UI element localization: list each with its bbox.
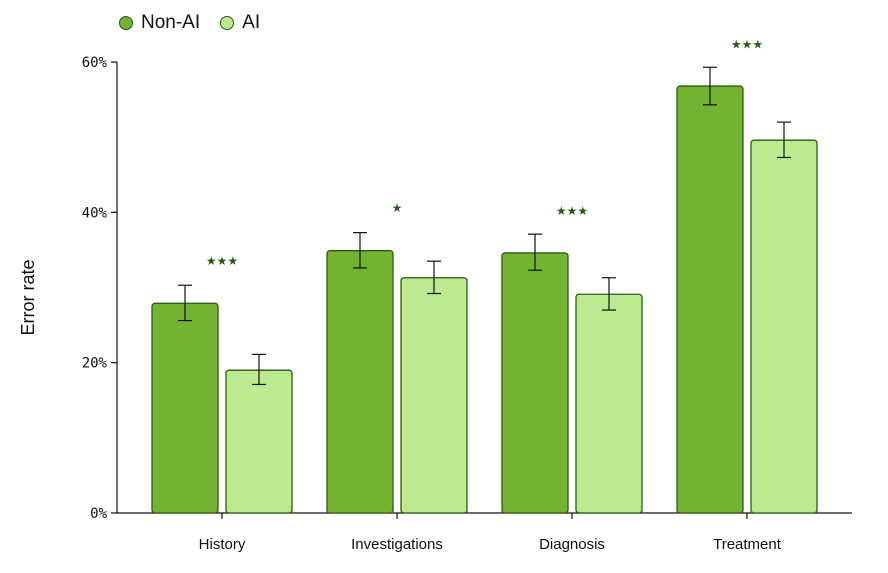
legend: Non-AI AI [119, 12, 260, 34]
bar [326, 250, 394, 514]
x-tick-label: History [199, 536, 246, 553]
y-tick-label: 40% [82, 205, 108, 221]
legend-item-ai: AI [220, 12, 260, 34]
significance-label: ★★★ [206, 254, 238, 268]
y-tick-label: 60% [82, 55, 108, 71]
bar [151, 302, 219, 514]
legend-label-ai: AI [242, 12, 261, 33]
significance-label: ★ [392, 201, 403, 215]
x-tick-label: Diagnosis [539, 536, 605, 553]
bar [750, 139, 818, 514]
legend-item-non-ai: Non-AI [119, 12, 200, 34]
bar [400, 277, 468, 514]
bar [575, 293, 643, 514]
x-axis: History Investigations Diagnosis Treatment [117, 512, 852, 553]
y-axis: 0% 20% 40% 60% [82, 55, 118, 522]
significance-markers: ★★★★ ★★★★★★ [206, 38, 763, 268]
bars [151, 85, 818, 514]
bar [501, 252, 569, 514]
x-tick-label: Investigations [351, 536, 443, 553]
x-tick-label: Treatment [713, 536, 782, 553]
bar [676, 85, 744, 514]
legend-label-non-ai: Non-AI [141, 12, 201, 33]
legend-swatch-non-ai [119, 16, 133, 30]
significance-label: ★★★ [556, 204, 588, 218]
bar [225, 369, 293, 514]
y-tick-label: 20% [82, 356, 108, 372]
y-axis-title: Error rate [18, 259, 38, 335]
legend-swatch-ai [220, 16, 235, 30]
y-tick-label: 0% [90, 506, 107, 522]
significance-label: ★★★ [731, 38, 763, 52]
error-bars [178, 66, 791, 386]
